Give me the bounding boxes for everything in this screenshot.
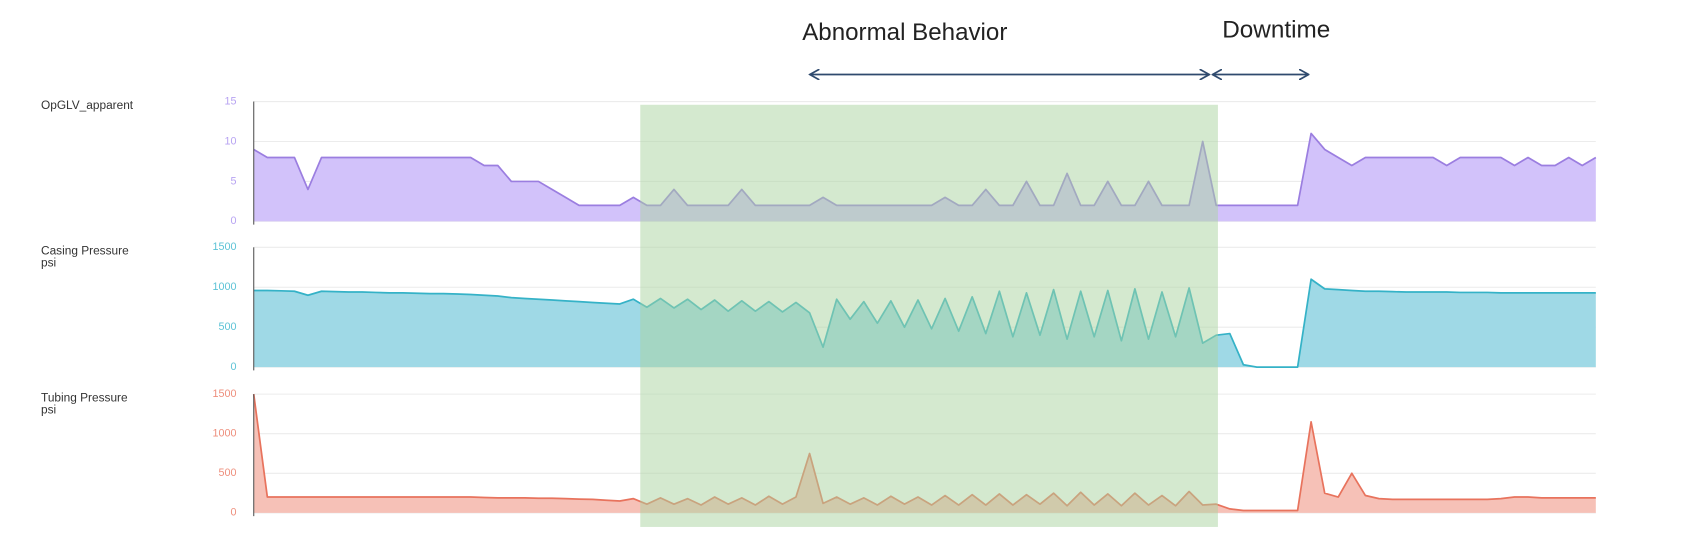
panel-units: psi [41, 256, 56, 270]
y-tick-label: 0 [230, 215, 236, 227]
y-tick-label: 1000 [212, 281, 236, 293]
abnormal-region [640, 104, 1218, 527]
annotation: Downtime [1222, 17, 1330, 44]
y-tick-label: 5 [230, 175, 236, 187]
panel-title: OpGLV_apparent [41, 98, 134, 112]
y-tick-label: 10 [224, 135, 236, 147]
panel-title: Tubing Pressure [41, 391, 128, 405]
y-tick-label: 15 [224, 95, 236, 107]
y-tick-label: 1500 [212, 388, 236, 400]
area-fill [253, 133, 1596, 222]
area-fill [253, 394, 1596, 513]
y-tick-label: 0 [230, 507, 236, 519]
y-tick-label: 500 [218, 321, 236, 333]
panel-title: Casing Pressure [41, 244, 129, 258]
y-tick-label: 1500 [212, 241, 236, 253]
y-tick-label: 500 [218, 467, 236, 479]
y-tick-label: 0 [230, 361, 236, 373]
annotation: Abnormal Behavior [802, 19, 1007, 46]
y-tick-label: 1000 [212, 428, 236, 440]
panel-units: psi [41, 402, 56, 416]
